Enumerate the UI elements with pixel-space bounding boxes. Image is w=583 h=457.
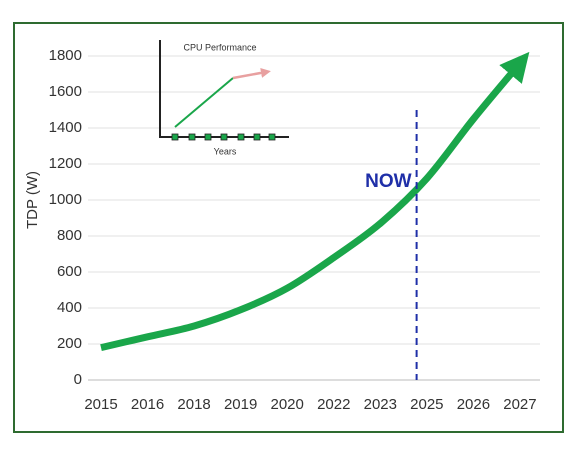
y-tick-label: 1200 bbox=[49, 155, 82, 172]
x-tick-label: 2025 bbox=[410, 396, 443, 413]
x-tick-label: 2022 bbox=[317, 396, 350, 413]
data-line bbox=[100, 51, 530, 352]
y-tick-label: 600 bbox=[57, 263, 82, 280]
x-tick-label: 2016 bbox=[131, 396, 164, 413]
x-tick-label: 2023 bbox=[364, 396, 397, 413]
x-tick-label: 2027 bbox=[503, 396, 536, 413]
inset: CPU Performance Years bbox=[159, 40, 289, 156]
y-axis-title: TDP (W) bbox=[24, 171, 41, 229]
annotation: NOW bbox=[365, 171, 412, 192]
inset-x-label: Years bbox=[214, 146, 237, 156]
inset-title: CPU Performance bbox=[183, 42, 256, 52]
x-tick-label: 2026 bbox=[457, 396, 490, 413]
x-tick-label: 2019 bbox=[224, 396, 257, 413]
y-tick-label: 400 bbox=[57, 299, 82, 316]
y-tick-label: 200 bbox=[57, 335, 82, 352]
x-tick-label: 2020 bbox=[271, 396, 304, 413]
inset-arrow bbox=[232, 67, 271, 80]
y-tick-label: 1400 bbox=[49, 119, 82, 136]
y-tick-label: 800 bbox=[57, 227, 82, 244]
x-tick-label: 2015 bbox=[84, 396, 117, 413]
inset-line bbox=[174, 77, 234, 128]
x-tick-label: 2018 bbox=[177, 396, 210, 413]
frame bbox=[13, 22, 564, 433]
y-tick-label: 1600 bbox=[49, 83, 82, 100]
y-tick-label: 1000 bbox=[49, 191, 82, 208]
y-tick-label: 0 bbox=[74, 371, 82, 388]
y-tick-label: 1800 bbox=[49, 47, 82, 64]
inset-markers bbox=[171, 133, 276, 141]
